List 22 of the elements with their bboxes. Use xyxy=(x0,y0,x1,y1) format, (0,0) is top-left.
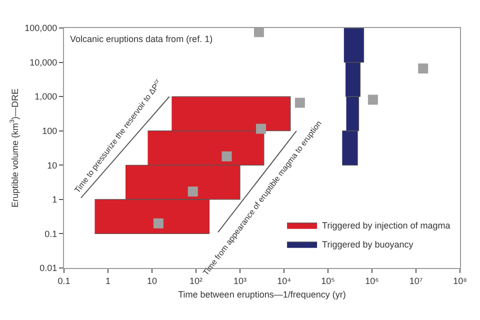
x-tick-label: 1 xyxy=(105,276,111,286)
x-tick-label: 10⁶ xyxy=(365,276,380,286)
legend-label: Triggered by injection of magma xyxy=(322,220,450,230)
x-tick-label: 10 xyxy=(146,276,158,286)
y-tick-label: 1,000 xyxy=(34,92,58,102)
y-tick-label: 10,000 xyxy=(30,57,58,68)
x-tick-label: 10³ xyxy=(233,276,247,286)
x-tick-label: 0.1 xyxy=(58,276,70,286)
y-tick-label: 10 xyxy=(47,160,58,170)
x-tick-label: 10⁴ xyxy=(277,276,292,286)
x-axis-title: Time between eruptions—1/frequency (yr) xyxy=(178,290,346,300)
y-tick-label: 0.01 xyxy=(40,263,58,274)
y-tick-label: 100,000 xyxy=(24,23,58,34)
x-tick-label: 10⁷ xyxy=(409,276,423,286)
x-tick-label: 10² xyxy=(189,276,203,286)
y-tick-label: 1 xyxy=(52,194,58,205)
y-tick-label: 100 xyxy=(42,126,58,136)
legend-label: Triggered by buoyancy xyxy=(322,239,414,250)
y-tick-label: 0.1 xyxy=(44,228,58,239)
x-tick-label: 10⁸ xyxy=(453,276,468,286)
annotation: Volcanic eruptions data from (ref. 1) xyxy=(70,34,213,44)
x-tick-label: 10⁵ xyxy=(321,276,336,286)
